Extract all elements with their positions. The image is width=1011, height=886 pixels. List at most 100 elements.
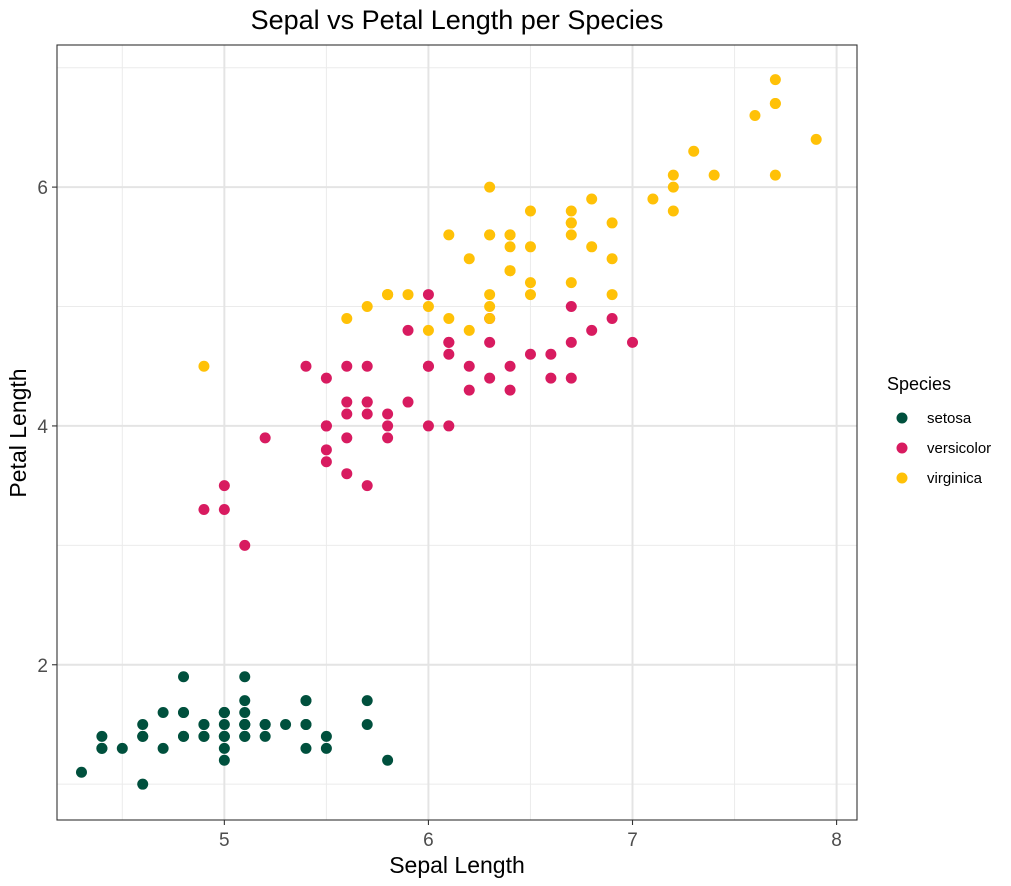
- versicolor-point-2: [606, 312, 618, 324]
- virginica-point-15: [504, 265, 516, 277]
- virginica-point-32: [504, 229, 516, 241]
- setosa-point-28: [259, 730, 271, 742]
- setosa-point-14: [382, 754, 394, 766]
- versicolor-point-41: [443, 348, 455, 360]
- y-tick-label-2: 6: [37, 178, 48, 199]
- versicolor-point-15: [565, 372, 577, 384]
- setosa-point-16: [300, 742, 312, 754]
- versicolor-point-8: [545, 348, 557, 360]
- versicolor-point-26: [586, 324, 598, 336]
- virginica-point-49: [402, 289, 414, 301]
- versicolor-point-14: [341, 468, 353, 480]
- virginica-point-0: [484, 181, 496, 193]
- versicolor-point-27: [565, 301, 577, 313]
- virginica-point-20: [606, 217, 618, 229]
- virginica-point-42: [382, 289, 394, 301]
- versicolor-point-24: [504, 384, 516, 396]
- virginica-point-43: [586, 193, 598, 205]
- setosa-point-48: [280, 718, 292, 730]
- virginica-point-7: [688, 145, 700, 157]
- virginica-point-41: [606, 289, 618, 301]
- versicolor-point-35: [422, 360, 434, 372]
- setosa-point-49: [218, 730, 230, 742]
- versicolor-point-0: [627, 336, 639, 348]
- legend-title: Species: [887, 374, 951, 394]
- versicolor-point-31: [320, 456, 332, 468]
- virginica-point-9: [667, 169, 679, 181]
- virginica-point-44: [565, 217, 577, 229]
- virginica-point-19: [422, 301, 434, 313]
- versicolor-point-17: [382, 408, 394, 420]
- y-tick-label-1: 4: [37, 417, 48, 438]
- setosa-point-13: [75, 766, 87, 778]
- setosa-point-41: [116, 742, 128, 754]
- setosa-point-20: [300, 695, 312, 707]
- legend-label-setosa: setosa: [927, 410, 972, 427]
- setosa-point-40: [218, 742, 230, 754]
- x-axis-ticks: 5 6 7 8: [219, 820, 842, 851]
- setosa-point-23: [239, 695, 251, 707]
- plot-panel: [57, 45, 857, 820]
- virginica-point-47: [524, 277, 536, 289]
- versicolor-point-23: [443, 336, 455, 348]
- virginica-point-5: [749, 109, 761, 121]
- virginica-point-39: [606, 253, 618, 265]
- x-tick-label-1: 6: [423, 830, 434, 851]
- virginica-point-30: [708, 169, 720, 181]
- versicolor-point-36: [565, 336, 577, 348]
- versicolor-point-32: [382, 432, 394, 444]
- setosa-point-17: [239, 730, 251, 742]
- x-tick-label-3: 8: [831, 830, 842, 851]
- versicolor-point-43: [218, 504, 230, 516]
- setosa-point-35: [218, 754, 230, 766]
- versicolor-point-48: [239, 539, 251, 551]
- setosa-point-15: [361, 718, 373, 730]
- setosa-point-3: [137, 718, 149, 730]
- versicolor-point-47: [463, 384, 475, 396]
- y-tick-label-0: 2: [37, 656, 48, 677]
- virginica-point-48: [463, 253, 475, 265]
- setosa-point-7: [218, 718, 230, 730]
- virginica-point-16: [524, 241, 536, 253]
- versicolor-point-34: [300, 360, 312, 372]
- versicolor-point-1: [504, 360, 516, 372]
- versicolor-point-29: [361, 480, 373, 492]
- virginica-point-23: [484, 312, 496, 324]
- versicolor-point-5: [361, 360, 373, 372]
- virginica-point-40: [565, 229, 577, 241]
- versicolor-point-25: [545, 372, 557, 384]
- versicolor-point-4: [524, 348, 536, 360]
- versicolor-point-21: [443, 420, 455, 432]
- setosa-point-31: [300, 718, 312, 730]
- virginica-point-37: [504, 241, 516, 253]
- virginica-point-12: [586, 241, 598, 253]
- setosa-point-34: [198, 718, 210, 730]
- virginica-point-33: [484, 289, 496, 301]
- versicolor-point-18: [463, 360, 475, 372]
- setosa-point-22: [137, 778, 149, 790]
- virginica-point-10: [524, 289, 536, 301]
- versicolor-point-9: [259, 432, 271, 444]
- virginica-point-34: [443, 229, 455, 241]
- legend: Species setosa versicolor virginica: [887, 374, 991, 487]
- virginica-point-45: [565, 277, 577, 289]
- setosa-point-43: [218, 707, 230, 719]
- legend-label-versicolor: versicolor: [927, 440, 991, 457]
- setosa-point-29: [157, 707, 169, 719]
- virginica-point-46: [484, 301, 496, 313]
- setosa-point-44: [239, 671, 251, 683]
- setosa-point-33: [320, 730, 332, 742]
- virginica-point-6: [198, 360, 210, 372]
- setosa-point-46: [239, 707, 251, 719]
- setosa-point-8: [96, 730, 108, 742]
- virginica-point-26: [463, 324, 475, 336]
- virginica-point-35: [769, 169, 781, 181]
- versicolor-point-40: [320, 372, 332, 384]
- virginica-point-38: [422, 324, 434, 336]
- virginica-point-27: [443, 312, 455, 324]
- chart-title: Sepal vs Petal Length per Species: [251, 5, 664, 35]
- versicolor-point-10: [218, 480, 230, 492]
- y-axis-title: Petal Length: [5, 368, 31, 497]
- setosa-point-39: [239, 718, 251, 730]
- versicolor-point-6: [484, 336, 496, 348]
